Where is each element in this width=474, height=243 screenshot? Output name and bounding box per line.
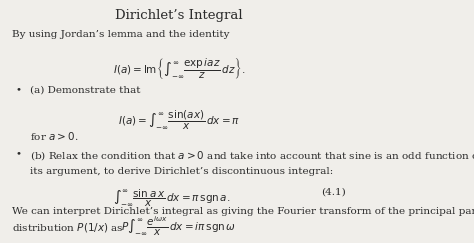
Text: •: • [16, 86, 22, 95]
Text: (a) Demonstrate that: (a) Demonstrate that [30, 86, 140, 95]
Text: $\int_{-\infty}^{\infty} \dfrac{\sin a\, x}{x}\,dx = \pi\,\mathrm{sgn}\,a.$: $\int_{-\infty}^{\infty} \dfrac{\sin a\,… [113, 188, 231, 208]
Text: distribution $P(1/x)$ as: distribution $P(1/x)$ as [12, 221, 124, 234]
Text: $I(a) = \int_{-\infty}^{\infty} \dfrac{\sin(ax)}{x}\,dx = \pi$: $I(a) = \int_{-\infty}^{\infty} \dfrac{\… [118, 108, 240, 130]
Text: Dirichlet’s Integral: Dirichlet’s Integral [115, 9, 243, 22]
Text: $P\int_{-\infty}^{\infty} \dfrac{e^{i\omega x}}{x}\,dx = i\pi\,\mathrm{sgn}\,\om: $P\int_{-\infty}^{\infty} \dfrac{e^{i\om… [121, 215, 237, 237]
Text: By using Jordan’s lemma and the identity: By using Jordan’s lemma and the identity [12, 30, 229, 39]
Text: for $a > 0$.: for $a > 0$. [30, 130, 78, 142]
Text: (b) Relax the condition that $a > 0$ and take into account that sine is an odd f: (b) Relax the condition that $a > 0$ and… [30, 149, 474, 162]
Text: We can interpret Dirichlet’s integral as giving the Fourier transform of the pri: We can interpret Dirichlet’s integral as… [12, 207, 474, 216]
Text: (4.1): (4.1) [321, 188, 346, 197]
Text: •: • [16, 149, 22, 158]
Text: $I(a) = \mathrm{Im}\left\{\int_{-\infty}^{\infty} \dfrac{\exp iaz}{z}\,dz\right\: $I(a) = \mathrm{Im}\left\{\int_{-\infty}… [113, 57, 245, 81]
Text: its argument, to derive Dirichlet’s discontinuous integral:: its argument, to derive Dirichlet’s disc… [30, 167, 333, 176]
